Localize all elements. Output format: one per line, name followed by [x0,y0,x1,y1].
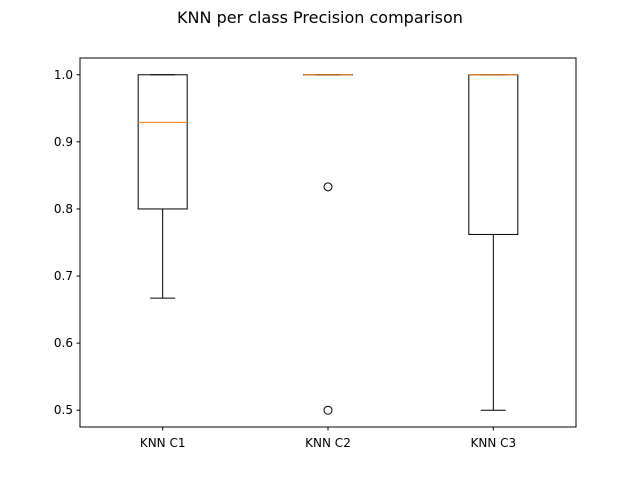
x-tick-label: KNN C2 [305,436,351,450]
y-axis: 0.5 0.6 0.7 0.8 0.9 1.0 [54,68,80,417]
plot-area [137,74,519,415]
box-group [468,74,519,411]
outlier-point [323,405,333,415]
y-tick-label: 1.0 [54,68,73,82]
x-tick-label: KNN C1 [140,436,186,450]
y-tick-label: 0.8 [54,202,73,216]
axes-frame [79,57,577,428]
y-tick-label: 0.7 [54,269,73,283]
y-tick-label: 0.9 [54,135,73,149]
chart-title: KNN per class Precision comparison [177,8,463,27]
outlier-point [323,182,333,192]
x-axis: KNN C1 KNN C2 KNN C3 [140,427,516,450]
y-tick-label: 0.5 [54,403,73,417]
box [137,74,188,210]
y-tick-label: 0.6 [54,336,73,350]
box-group [137,74,188,299]
box-group [303,74,353,415]
box [468,74,519,235]
x-tick-label: KNN C3 [471,436,517,450]
